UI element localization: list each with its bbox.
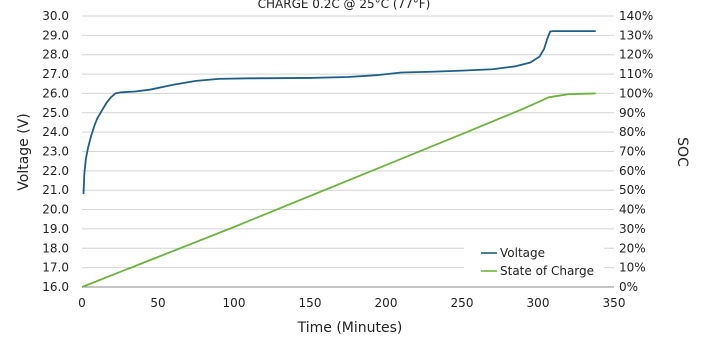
legend-label-voltage: Voltage [500,246,545,260]
y-tick-label: 23.0 [42,145,69,159]
x-tick-label: 250 [451,296,474,310]
y2-tick-label: 80% [619,125,646,139]
x-tick-label: 350 [603,296,626,310]
y2-tick-label: 100% [619,86,653,100]
y-axis-title: Voltage (V) [16,113,32,190]
y2-tick-label: 120% [619,48,653,62]
x-tick-label: 100 [223,296,246,310]
y-tick-label: 22.0 [42,164,69,178]
y-tick-label: 16.0 [42,280,69,294]
plot-area: Voltage State of Charge [82,16,614,287]
y-tick-labels: 16.0 17.0 18.0 19.0 20.0 21.0 22.0 23.0 24.0 25.0… [42,9,69,294]
y2-tick-label: 10% [619,261,646,275]
gridlines [82,16,614,268]
x-tick-label: 50 [150,296,165,310]
x-tick-label: 0 [78,296,86,310]
y-tick-label: 21.0 [42,183,69,197]
legend-label-soc: State of Charge [500,264,594,278]
y2-tick-label: 70% [619,145,646,159]
y2-tick-label: 60% [619,164,646,178]
x-tick-labels: 0 50 100 150 200 250 300 350 [78,296,625,310]
x-tick-label: 300 [527,296,550,310]
x-tick-label: 150 [299,296,322,310]
x-axis-title: Time (Minutes) [297,320,403,336]
y-tick-label: 25.0 [42,106,69,120]
y-tick-label: 17.0 [42,261,69,275]
y2-tick-label: 140% [619,9,653,23]
y-tick-label: 27.0 [42,67,69,81]
y2-tick-labels: 0% 10% 20% 30% 40% 50% 60% 70% 80% 90% 100% 110% 120… [619,9,653,294]
y2-tick-label: 110% [619,67,653,81]
y-tick-label: 30.0 [42,9,69,23]
y2-tick-label: 90% [619,106,646,120]
legend-panel: Voltage State of Charge [464,237,604,285]
chart-title: CHARGE 0.2C @ 25°C (77°F) [258,0,431,11]
y2-tick-label: 130% [619,28,653,42]
y2-tick-label: 0% [619,280,638,294]
y2-tick-label: 40% [619,203,646,217]
y2-tick-label: 20% [619,241,646,255]
y-tick-label: 24.0 [42,125,69,139]
y-tick-label: 28.0 [42,48,69,62]
y2-tick-label: 50% [619,183,646,197]
x-tick-label: 200 [375,296,398,310]
y2-axis-title: SOC [674,137,690,167]
y-tick-label: 19.0 [42,222,69,236]
y-tick-label: 20.0 [42,203,69,217]
y-tick-label: 18.0 [42,241,69,255]
y-tick-label: 29.0 [42,28,69,42]
y2-tick-label: 30% [619,222,646,236]
y-tick-label: 26.0 [42,86,69,100]
